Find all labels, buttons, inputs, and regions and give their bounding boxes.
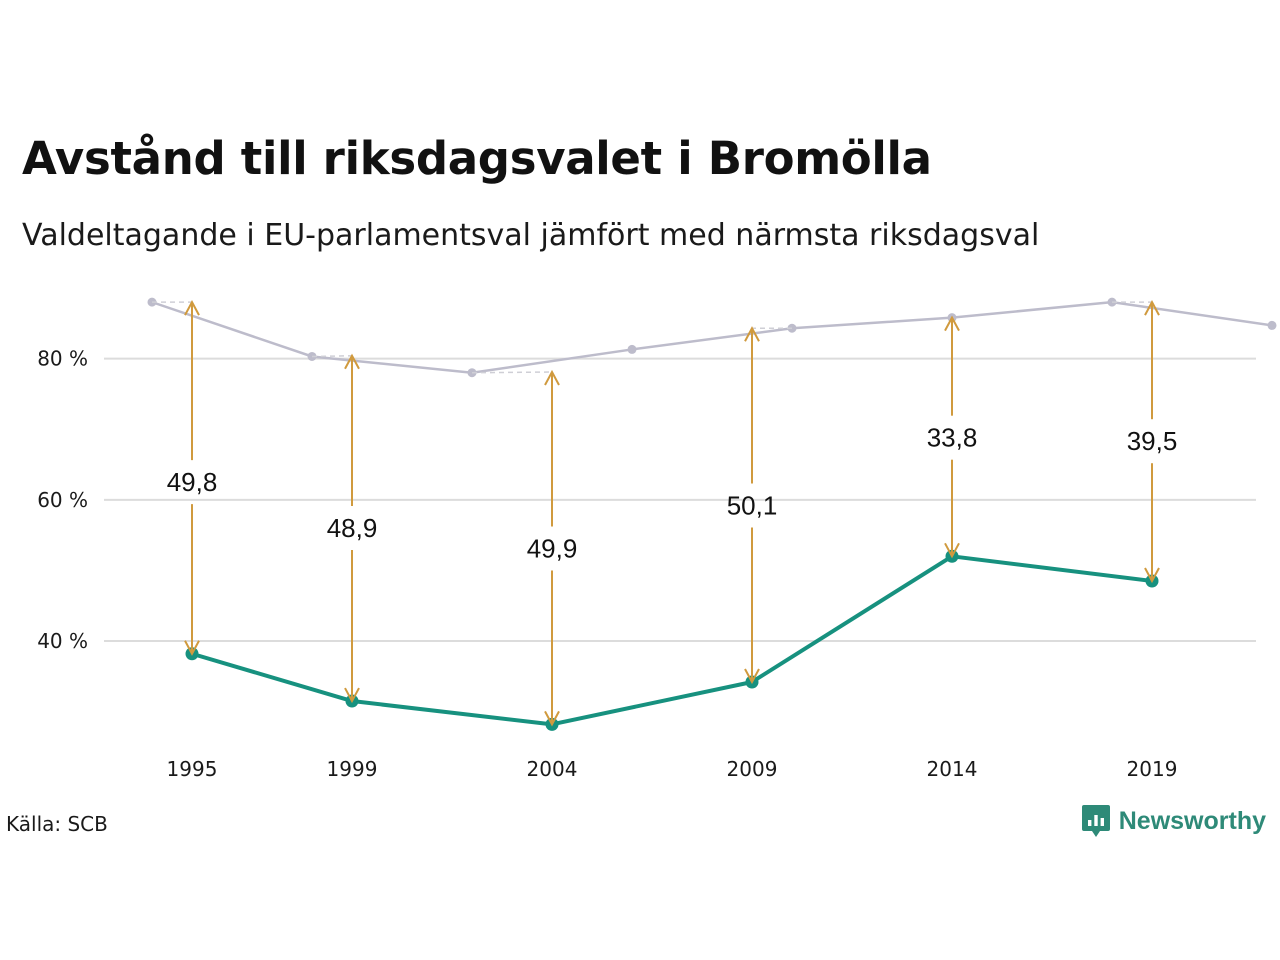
grid-lines (104, 357, 1256, 643)
riksdag-line (151, 300, 1273, 374)
difference-arrow-head (184, 640, 200, 656)
x-tick-label: 1999 (327, 757, 378, 781)
difference-arrow-head (544, 710, 560, 727)
riksdag-point (1267, 320, 1277, 330)
difference-label: 50,1 (727, 490, 778, 520)
difference-arrow-head (944, 542, 960, 559)
difference-label: 49,8 (167, 467, 218, 497)
chart-subtitle: Valdeltagande i EU-parlamentsval jämfört… (22, 218, 1040, 253)
difference-label: 49,9 (527, 534, 578, 564)
x-tick-label: 2019 (1127, 757, 1178, 781)
difference-label: 39,5 (1127, 426, 1178, 456)
difference-arrow-head (344, 353, 360, 370)
difference-label: 33,8 (927, 423, 978, 453)
y-tick-label: 60 % (37, 488, 88, 512)
y-tick-label: 80 % (37, 347, 88, 371)
chart-title: Avstånd till riksdagsvalet i Bromölla (22, 132, 932, 185)
difference-arrow-head (1144, 300, 1160, 316)
brand-name: Newsworthy (1118, 806, 1266, 835)
x-tick-label: 2009 (727, 757, 778, 781)
brand-logo[interactable]: Newsworthy (1081, 804, 1266, 838)
riksdag-point (627, 344, 637, 354)
source-note: Källa: SCB (6, 812, 108, 836)
difference-label: 48,9 (327, 513, 378, 543)
difference-arrow-head (1144, 567, 1160, 584)
newsworthy-logo-icon (1081, 805, 1110, 837)
riksdag-series (147, 297, 1277, 378)
eu-line (191, 554, 1153, 727)
x-tick-label: 2014 (927, 757, 978, 781)
y-tick-label: 40 % (37, 629, 88, 653)
x-axis-labels: 1995 1999 2004 2009 2014 2019 (167, 757, 1178, 781)
difference-arrow-head (344, 687, 360, 704)
difference-arrow-head (544, 369, 560, 386)
difference-arrow-head (184, 300, 200, 316)
x-tick-label: 1995 (167, 757, 218, 781)
difference-arrow-head (944, 315, 960, 332)
y-axis-labels: 40 % 60 % 80 % (37, 347, 88, 653)
riksdag-connector (311, 355, 353, 358)
difference-arrow-head (744, 668, 760, 685)
difference-arrows: 49,8 48,9 49,9 50,1 33,8 39,5 (152, 300, 1178, 727)
riksdag-connector (471, 371, 553, 374)
x-tick-label: 2004 (527, 757, 578, 781)
difference-arrow-head (744, 326, 760, 342)
